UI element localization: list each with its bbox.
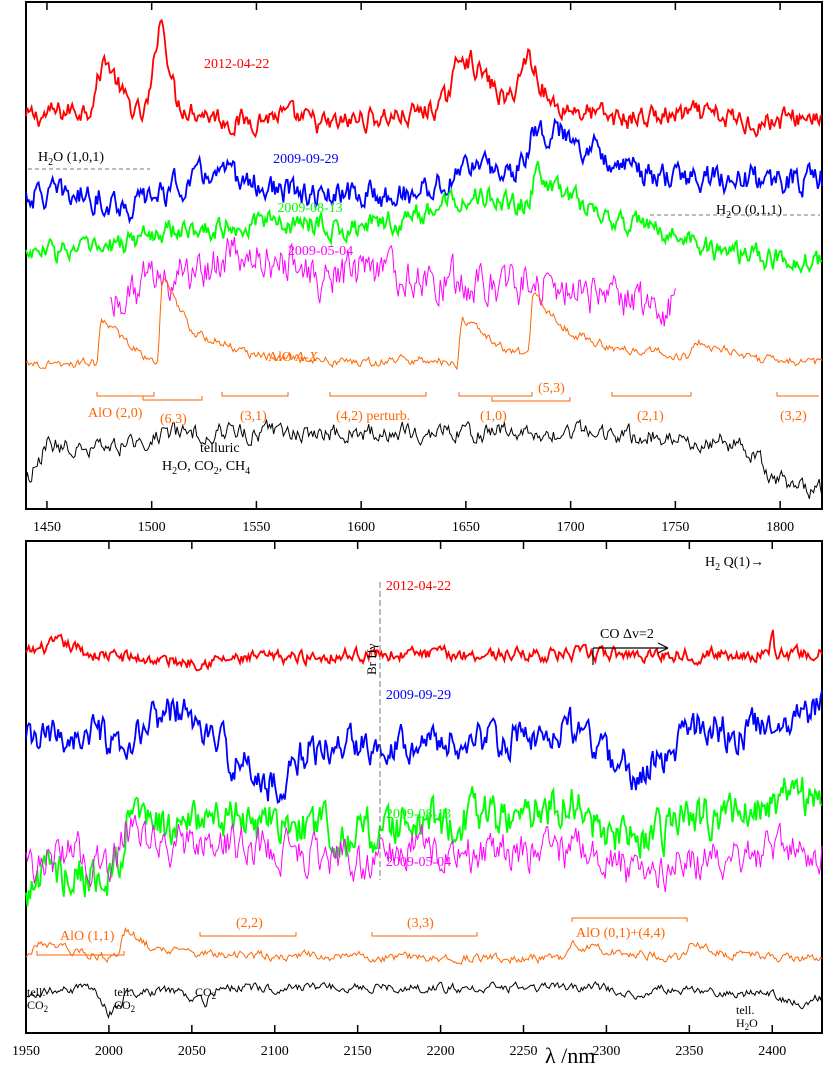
x-tick-label: 2300 bbox=[592, 1044, 620, 1059]
top-series-group: 2012-04-22 2009-09-29 2009-08-13 2009-05-04 bbox=[25, 18, 823, 499]
band-bracket-33 bbox=[371, 932, 478, 937]
x-tick-label: 2000 bbox=[95, 1044, 123, 1059]
x-tick-label: 2150 bbox=[344, 1044, 372, 1059]
co-dv2-label: CO Δv=2 bbox=[600, 627, 654, 642]
h2-q1-label: H2 Q(1)→ bbox=[705, 555, 764, 573]
series-label-2009-05-04: 2009-05-04 bbox=[288, 244, 353, 259]
band-label-33: (3,3) bbox=[407, 916, 434, 931]
x-tick-label: 2250 bbox=[510, 1044, 538, 1059]
series-line-telluric-h2o-co2-ch4 bbox=[25, 418, 823, 499]
series-line-2012-04-22 bbox=[25, 629, 823, 672]
top-x-axis: 1450 1500 1550 1600 1650 1700 1750 1800 bbox=[33, 2, 794, 535]
x-tick-label: 1650 bbox=[452, 520, 480, 535]
band-bracket-0144 bbox=[571, 917, 688, 922]
telluric-label: telluric bbox=[200, 441, 240, 456]
x-tick-label: 1700 bbox=[557, 520, 585, 535]
band-label-53: (5,3) bbox=[538, 381, 565, 396]
x-tick-label: 1750 bbox=[661, 520, 689, 535]
band-bracket-42 bbox=[329, 392, 427, 397]
band-label-20: AlO (2,0) bbox=[88, 406, 143, 421]
band-bracket-53 bbox=[491, 397, 571, 402]
x-tick-label: 2400 bbox=[758, 1044, 786, 1059]
series-label-2009-08-13: 2009-08-13 bbox=[386, 807, 451, 822]
tell-co2-label-2-bottom: CO2 bbox=[114, 998, 135, 1014]
series-line-2009-09-29 bbox=[25, 690, 823, 804]
x-tick-label: 2100 bbox=[261, 1044, 289, 1059]
series-label-2009-09-29: 2009-09-29 bbox=[273, 152, 338, 167]
bottom-band-brackets bbox=[36, 917, 688, 956]
x-tick-label: 1500 bbox=[138, 520, 166, 535]
tell-h2o-label-top: tell. bbox=[736, 1003, 754, 1017]
alo-ax-label: AlO A-X bbox=[268, 350, 318, 365]
br-gamma-label: Br Hγ bbox=[364, 643, 379, 675]
band-label-0144: AlO (0,1)+(4,4) bbox=[576, 926, 665, 941]
top-plot-frame bbox=[25, 1, 823, 510]
series-line-2009-05-04 bbox=[25, 814, 823, 893]
x-tick-label: 1950 bbox=[12, 1044, 40, 1059]
x-tick-label: 1450 bbox=[33, 520, 61, 535]
band-label-31: (3,1) bbox=[240, 409, 267, 424]
band-label-22: (2,2) bbox=[236, 916, 263, 931]
telluric-species-label: H2O, CO2, CH4 bbox=[162, 459, 250, 477]
band-bracket-20 bbox=[96, 392, 155, 397]
bottom-plot-frame bbox=[25, 540, 823, 1034]
band-bracket-11 bbox=[36, 951, 125, 956]
series-line-telluric bbox=[25, 981, 823, 1020]
h2o-011-label: H2O (0,1,1) bbox=[716, 203, 782, 221]
tell-co2-label-1-top: tell. bbox=[27, 985, 45, 999]
bottom-telluric-labels: tell. CO2 tell. CO2 CO2 tell. H2O bbox=[27, 985, 758, 1032]
series-line-alo-0-1-4-4- bbox=[25, 926, 823, 965]
series-line-2009-08-13 bbox=[25, 776, 823, 907]
tell-co2-label-1-bottom: CO2 bbox=[27, 998, 48, 1014]
series-line-2009-05-04 bbox=[109, 236, 676, 327]
bottom-x-axis: 1950 2000 2050 2100 2150 2200 2250 2300 2350 2400 bbox=[12, 541, 786, 1059]
band-label-42: (4,2) perturb. bbox=[336, 409, 410, 424]
band-label-21: (2,1) bbox=[637, 409, 664, 424]
x-tick-label: 2350 bbox=[675, 1044, 703, 1059]
co2-label: CO2 bbox=[195, 985, 216, 1001]
top-band-brackets bbox=[96, 392, 819, 402]
x-tick-label: 1600 bbox=[347, 520, 375, 535]
bottom-panel: 2012-04-22 2009-09-29 2009-08-13 2009-05-04… bbox=[12, 540, 823, 1068]
series-line-alo-a-x bbox=[25, 278, 823, 371]
band-label-32: (3,2) bbox=[780, 409, 807, 424]
series-label-2009-05-04: 2009-05-04 bbox=[386, 855, 451, 870]
h2o-101-label: H2O (1,0,1) bbox=[38, 150, 104, 168]
top-band-labels: AlO (2,0) (6,3) (3,1) (4,2) perturb. (1,… bbox=[88, 381, 807, 427]
series-line-2009-08-13 bbox=[25, 160, 823, 275]
tell-h2o-label-bottom: H2O bbox=[736, 1016, 758, 1032]
co-arrowhead bbox=[657, 642, 669, 654]
band-bracket-22 bbox=[199, 932, 297, 937]
band-bracket-63 bbox=[142, 396, 203, 401]
series-label-2012-04-22: 2012-04-22 bbox=[386, 579, 451, 594]
band-bracket-21 bbox=[611, 392, 692, 397]
series-label-2009-08-13: 2009-08-13 bbox=[277, 201, 342, 216]
band-label-11: AlO (1,1) bbox=[60, 929, 115, 944]
series-label-2009-09-29: 2009-09-29 bbox=[386, 688, 451, 703]
x-tick-label: 2200 bbox=[427, 1044, 455, 1059]
x-tick-label: 1550 bbox=[242, 520, 270, 535]
series-line-2012-04-22 bbox=[25, 18, 823, 139]
band-bracket-32 bbox=[776, 392, 819, 397]
bottom-series-group: 2012-04-22 2009-09-29 2009-08-13 2009-05-04 bbox=[25, 579, 823, 1020]
band-bracket-10 bbox=[458, 392, 533, 397]
band-bracket-31 bbox=[221, 392, 289, 397]
band-label-63: (6,3) bbox=[160, 412, 187, 427]
x-tick-label: 1800 bbox=[766, 520, 794, 535]
x-axis-title: λ /nm bbox=[545, 1043, 595, 1068]
bottom-band-labels: AlO (1,1) (2,2) (3,3) AlO (0,1)+(4,4) bbox=[60, 916, 665, 944]
tell-co2-label-2-top: tell. bbox=[114, 985, 132, 999]
series-label-2012-04-22: 2012-04-22 bbox=[204, 57, 269, 72]
top-panel: 2012-04-22 2009-09-29 2009-08-13 2009-05-04… bbox=[25, 1, 823, 535]
series-line-2009-09-29 bbox=[25, 117, 823, 225]
band-label-10: (1,0) bbox=[480, 409, 507, 424]
x-tick-label: 2050 bbox=[178, 1044, 206, 1059]
